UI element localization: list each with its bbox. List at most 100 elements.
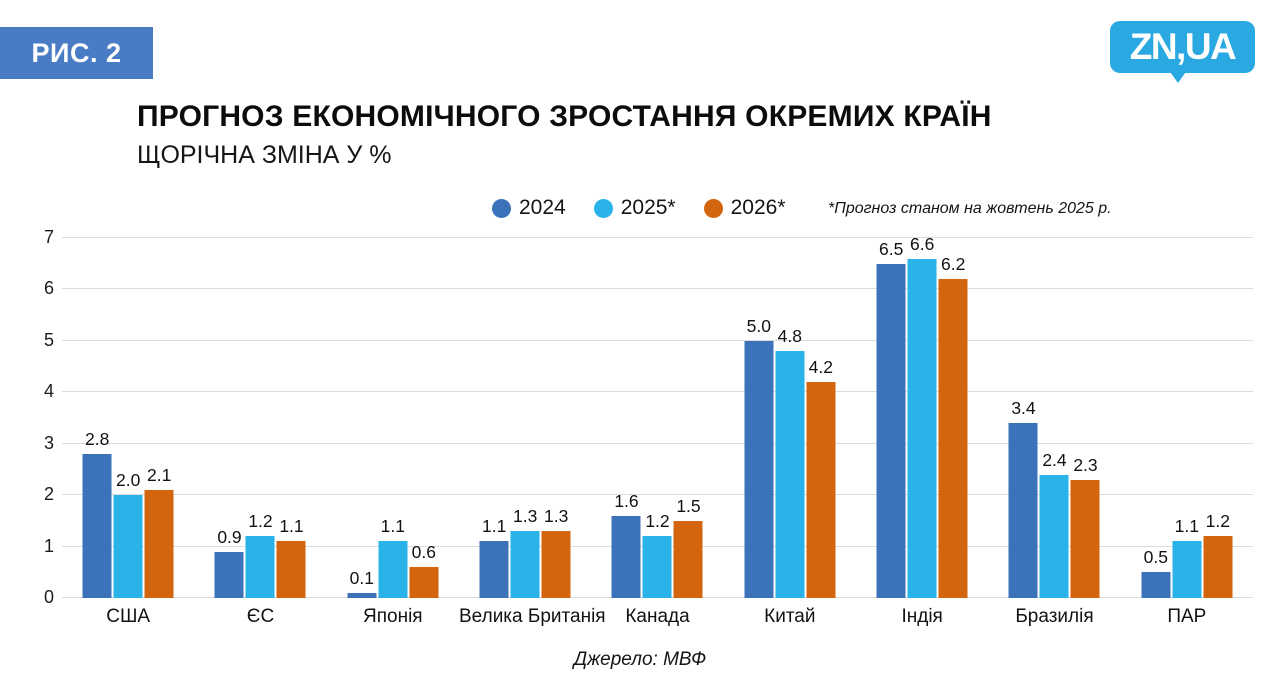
bar-2024-Велика Британія: 1.1	[479, 516, 509, 598]
bar-value-label: 6.5	[878, 238, 904, 259]
bars: 3.4 2.4 2.3	[1008, 398, 1100, 598]
bar-2026-Канада: 1.5	[673, 496, 703, 598]
gridline	[62, 442, 1253, 444]
legend-label: 2026*	[730, 196, 786, 219]
bar-value-label: 1.3	[543, 506, 569, 527]
bars: 0.5 1.1 1.2	[1141, 511, 1233, 598]
bar-value-label: 2.8	[84, 429, 110, 449]
bar-value-label: 1.5	[676, 495, 701, 516]
bar-2024-ЄС: 0.9	[214, 527, 244, 598]
bars: 0.1 1.1 0.6	[347, 516, 439, 598]
bar-2024-США: 2.8	[82, 429, 112, 598]
bar-value-label: 0.1	[349, 567, 374, 588]
category-label: США	[106, 606, 151, 627]
category-label: ЄС	[246, 606, 275, 627]
bar-value-label: 6.2	[940, 254, 966, 275]
bar-group-7: 6.5 6.6 6.2 Індія	[856, 234, 988, 627]
bar-2024-Індія: 6.5	[876, 239, 906, 598]
bar-group-2: 0.9 1.2 1.1 ЄС	[194, 238, 326, 627]
legend-item-2026: 2026*	[703, 196, 786, 220]
bar-group-3: 0.1 1.1 0.6 Японія	[327, 238, 459, 627]
bar-2025-Японія: 1.1	[378, 516, 408, 598]
bar-value-label: 2.3	[1073, 454, 1098, 475]
znua-logo-text: ZN,UA	[1129, 26, 1237, 67]
bar-value-label: 2.0	[115, 470, 141, 491]
y-axis-tick-label: 2	[43, 484, 54, 505]
bars: 2.8 2.0 2.1	[82, 429, 174, 598]
znua-logo-tail	[1168, 69, 1188, 83]
bar-2025-Індія: 6.6	[907, 234, 937, 598]
figure-number-badge: РИС. 2	[0, 27, 153, 79]
legend-item-2025: 2025*	[593, 196, 676, 220]
category-label: Бразилія	[1015, 606, 1094, 627]
bars: 1.6 1.2 1.5	[611, 491, 703, 598]
bar-group-1: 2.8 2.0 2.1 США	[62, 238, 194, 627]
gridline	[62, 237, 1253, 238]
bars: 6.5 6.6 6.2	[876, 234, 968, 598]
plot-area: 0 1 2 3 4 5 6 7 2.8 2.0 2.1 США 0.9 1.2 1.1 ЄС 0.1 1.1 0.6…	[44, 227, 1253, 627]
bar-group-4: 1.1 1.3 1.3 Велика Британія	[459, 238, 606, 627]
bar-value-label: 4.2	[808, 357, 833, 377]
chart-subtitle: ЩОРІЧНА ЗМІНА У %	[137, 141, 392, 169]
bar-value-label: 1.1	[1174, 516, 1199, 537]
category-label: Японія	[363, 606, 423, 627]
bar-group-9: 0.5 1.1 1.2 ПАР	[1121, 238, 1253, 627]
y-axis-tick-label: 1	[43, 535, 54, 556]
bar-2024-Китай: 5.0	[744, 316, 774, 598]
category-label: Канада	[625, 606, 690, 627]
bar-group-8: 3.4 2.4 2.3 Бразилія	[988, 238, 1120, 627]
bar-2025-ЄС: 1.2	[245, 511, 275, 598]
bar-2026-Індія: 6.2	[938, 254, 968, 598]
bar-2025-Велика Британія: 1.3	[510, 506, 540, 598]
bar-2024-Канада: 1.6	[611, 491, 641, 598]
y-axis-tick-label: 3	[43, 432, 54, 453]
bar-2025-Бразилія: 2.4	[1039, 450, 1069, 598]
y-axis-tick-label: 6	[43, 278, 54, 299]
source-caption: Джерело: МВФ	[573, 649, 707, 670]
bar-2026-ЄС: 1.1	[276, 516, 306, 598]
category-label: ПАР	[1167, 606, 1207, 627]
bar-2025-ПАР: 1.1	[1172, 516, 1202, 598]
legend-dot-icon	[703, 198, 723, 218]
bar-2025-Китай: 4.8	[775, 326, 805, 598]
y-axis-tick-label: 5	[43, 329, 54, 350]
bar-2024-Японія: 0.1	[347, 568, 377, 598]
bar-2026-США: 2.1	[144, 465, 174, 598]
bar-value-label: 6.6	[909, 233, 935, 254]
bar-value-label: 1.1	[279, 516, 304, 537]
bar-group-6: 5.0 4.8 4.2 Китай	[724, 238, 856, 627]
gridline	[62, 339, 1253, 341]
bar-value-label: 0.6	[411, 542, 436, 563]
category-label: Велика Британія	[459, 606, 606, 627]
gridline	[62, 494, 1253, 496]
bars: 5.0 4.8 4.2	[744, 316, 836, 598]
legend-dot-icon	[593, 198, 613, 218]
bar-value-label: 1.1	[481, 516, 507, 537]
bar-value-label: 0.9	[217, 526, 242, 547]
y-axis-tick-label: 4	[43, 381, 54, 402]
legend-label: 2024	[519, 196, 566, 219]
bar-value-label: 0.5	[1143, 547, 1168, 568]
bar-2025-США: 2.0	[113, 470, 143, 598]
category-label: Індія	[901, 606, 943, 627]
bars: 0.9 1.2 1.1	[214, 511, 306, 598]
bar-2024-Бразилія: 3.4	[1008, 398, 1038, 598]
bar-value-label: 2.4	[1042, 449, 1067, 470]
bar-value-label: 3.4	[1011, 398, 1036, 419]
legend: 2024 2025* 2026*	[492, 196, 786, 220]
bar-value-label: 1.6	[614, 490, 639, 511]
gridline	[62, 391, 1253, 393]
bar-2024-ПАР: 0.5	[1141, 547, 1171, 598]
bar-2026-Бразилія: 2.3	[1070, 455, 1100, 598]
bar-2026-Японія: 0.6	[409, 542, 439, 598]
bars: 1.1 1.3 1.3	[479, 506, 571, 598]
y-axis-tick-label: 0	[43, 587, 54, 607]
bar-2026-Китай: 4.2	[806, 357, 836, 598]
bar-2025-Канада: 1.2	[642, 511, 672, 598]
category-label: Китай	[764, 606, 816, 627]
bar-2026-ПАР: 1.2	[1203, 511, 1233, 598]
y-axis-tick-label: 7	[43, 227, 54, 247]
chart-title: ПРОГНОЗ ЕКОНОМІЧНОГО ЗРОСТАННЯ ОКРЕМИХ К…	[137, 100, 992, 133]
bar-value-label: 1.2	[645, 511, 670, 532]
